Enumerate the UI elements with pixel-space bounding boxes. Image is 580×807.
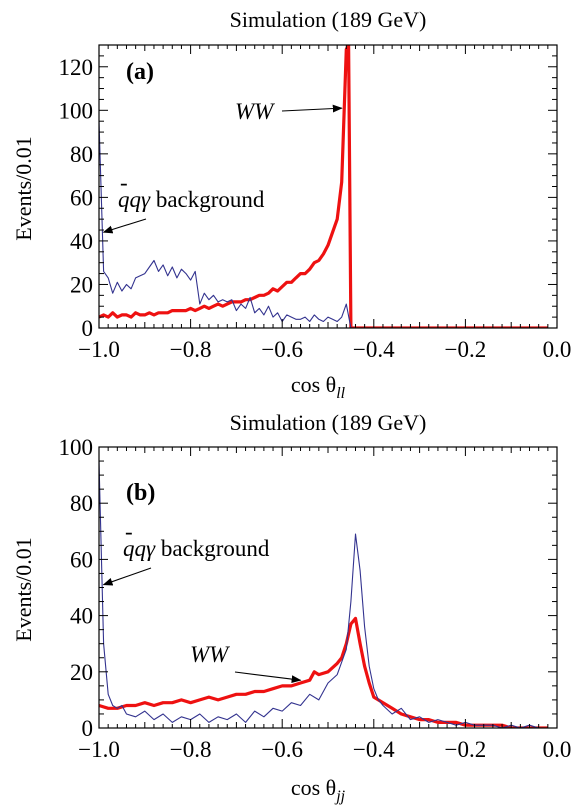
x-tick-label: −0.2 [445,737,487,762]
ww-annotation-label: WW [190,642,230,667]
x-tick-label: 0.0 [543,337,572,362]
x-tick-label: 0.0 [543,737,572,762]
y-tick-label: 40 [70,229,93,254]
bkg-annotation-arrow [102,567,152,586]
panel-label: (a) [126,59,154,85]
ww-annotation-label: WW [235,99,275,124]
y-tick-label: 80 [70,491,93,516]
bkg-annotation-label: qqγ background [118,187,265,212]
chart-panel-a: Simulation (189 GeV) −1.0 −0.8 −0.6 −0.4 −0.2… [11,7,571,402]
ww-annotation-arrow [234,671,302,684]
y-tick-label: 100 [59,435,94,460]
panel-label: (b) [126,480,155,506]
x-tick-label: −0.6 [261,737,303,762]
series-line-bkg [99,121,352,328]
x-axis-label: cos θll [291,372,346,402]
y-tick-label: 60 [70,547,93,572]
bkg-annotation-bar: - [125,519,133,544]
plot-frame [98,446,558,729]
x-tick-label: −1.0 [78,737,120,762]
series-line-bkg [99,461,548,728]
series-line-ww [99,616,548,728]
bkg-annotation-bar: - [120,170,128,195]
x-tick-label: −0.8 [170,337,212,362]
chart-title: Simulation (189 GeV) [230,7,427,32]
x-tick-label: −0.6 [261,337,303,362]
y-tick-label: 0 [82,716,94,741]
y-tick-label: 0 [82,316,94,341]
y-tick-label: 20 [70,660,93,685]
ww-annotation-arrow [281,104,343,113]
bkg-annotation-label: qqγ background [123,536,270,561]
x-tick-label: −0.4 [353,337,395,362]
series-line-ww [99,45,548,328]
x-tick-label: −1.0 [78,337,120,362]
chart-title: Simulation (189 GeV) [230,410,427,435]
y-tick-label: 60 [70,185,93,210]
y-tick-label: 20 [70,272,93,297]
y-tick-label: 120 [59,55,94,80]
x-tick-label: −0.2 [445,337,487,362]
chart-panel-b: Simulation (189 GeV) −1.0 −0.8 −0.6 −0.4 −0.2… [11,410,571,805]
x-tick-label: −0.8 [170,737,212,762]
y-axis-label: Events/0.01 [11,136,36,241]
y-tick-label: 40 [70,604,93,629]
y-axis-label: Events/0.01 [11,537,36,642]
y-tick-label: 100 [59,98,94,123]
y-tick-label: 80 [70,142,93,167]
x-axis-label: cos θjj [291,775,346,805]
bkg-annotation-arrow [102,218,147,234]
x-tick-label: −0.4 [353,737,395,762]
